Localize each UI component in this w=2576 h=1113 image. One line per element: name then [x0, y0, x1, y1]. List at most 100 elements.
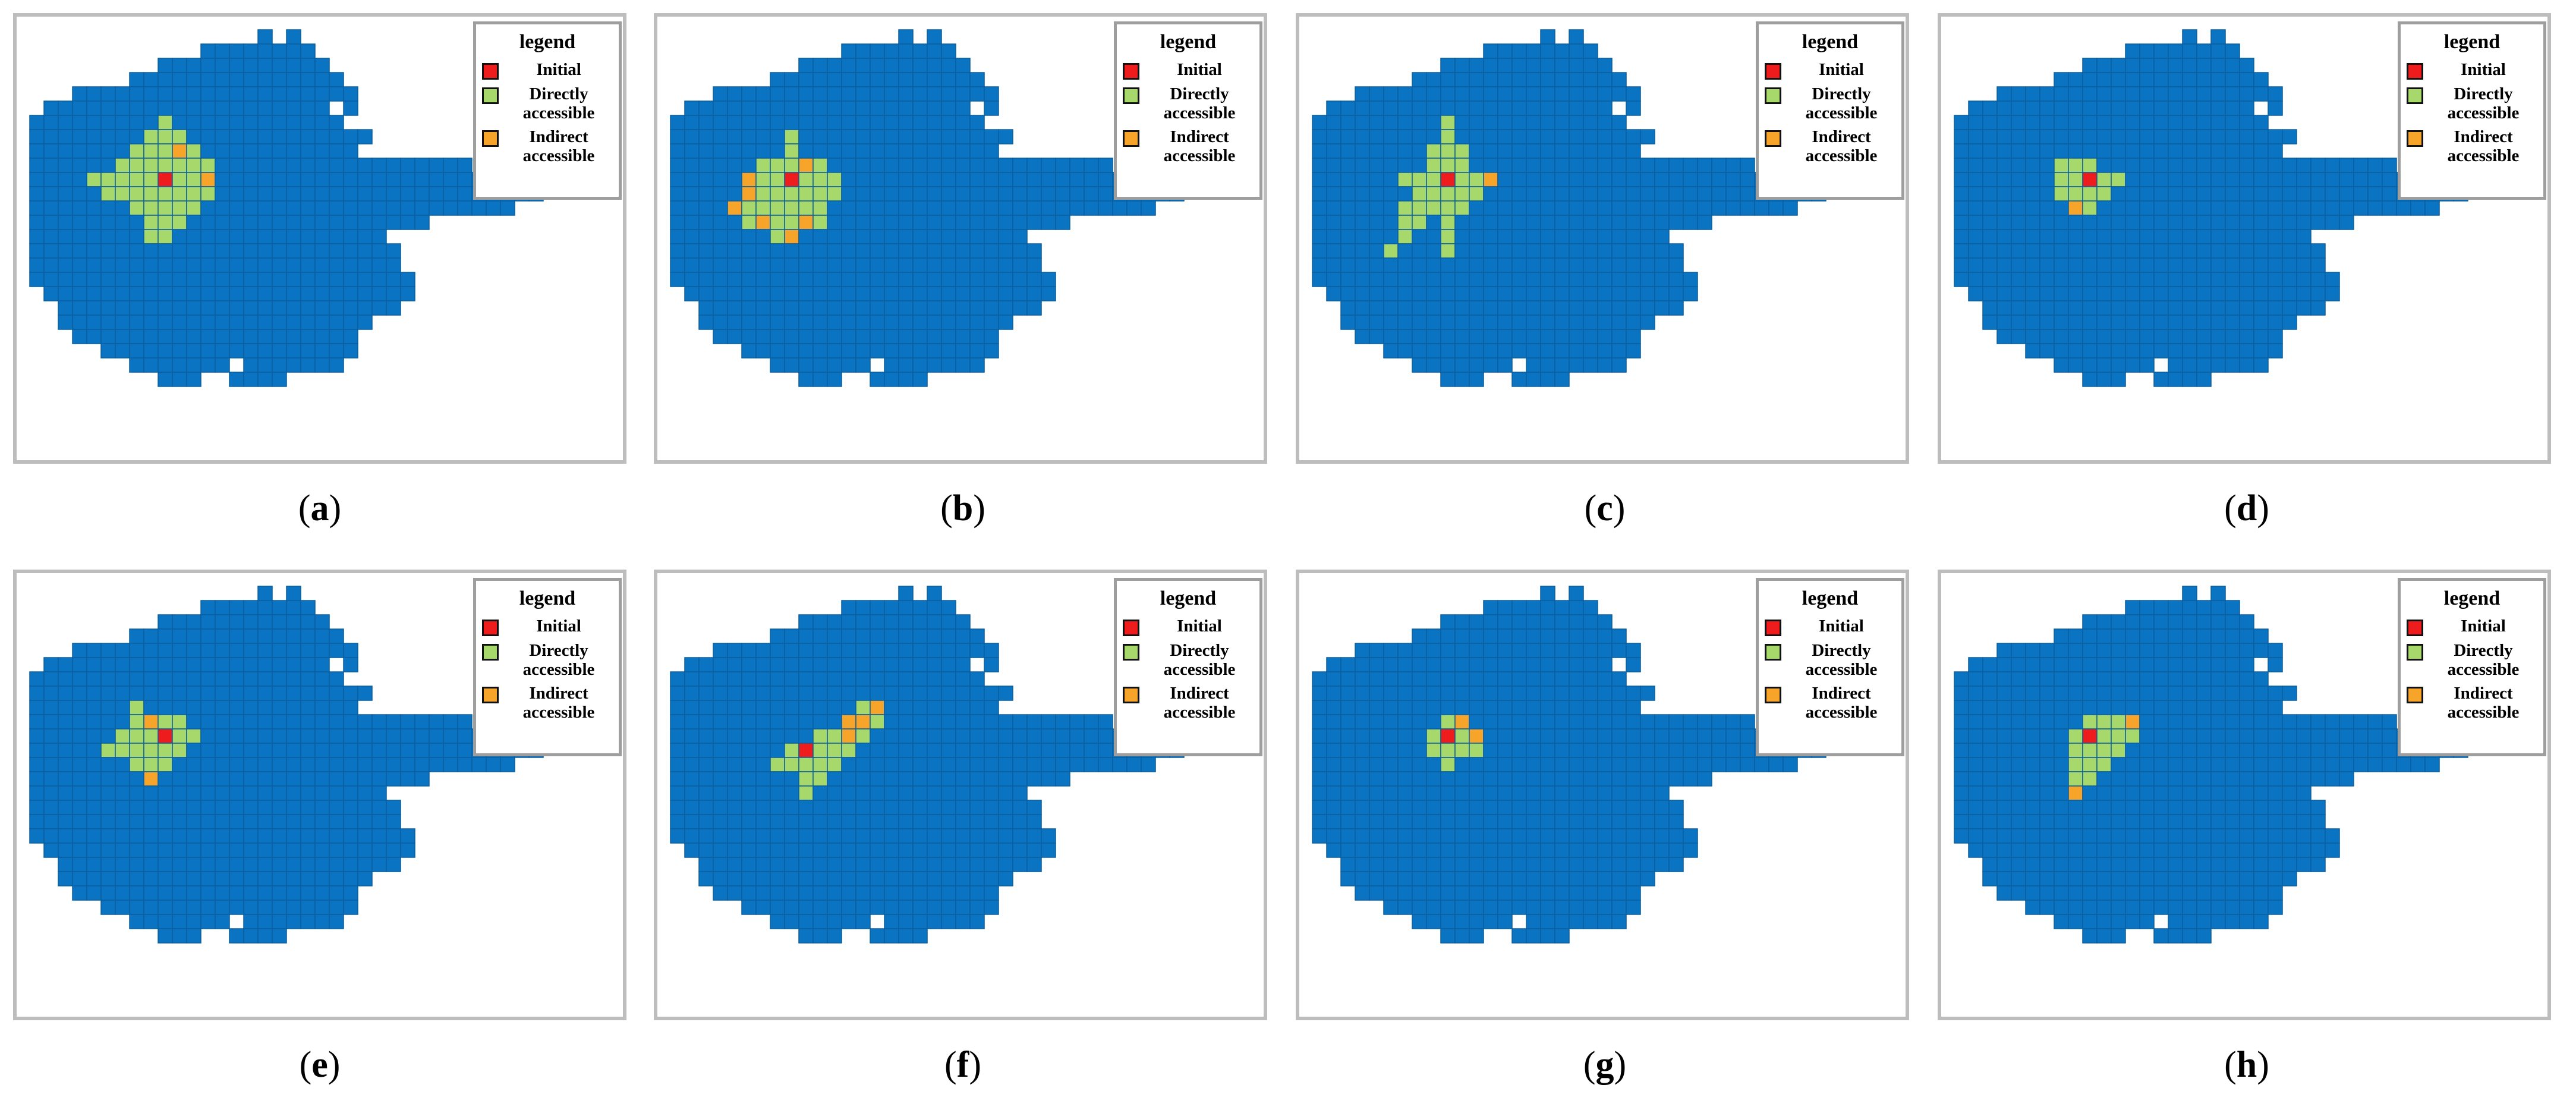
region-cell	[129, 800, 144, 815]
region-cell	[1454, 643, 1470, 658]
region-cell	[1012, 172, 1028, 187]
region-cell	[2268, 158, 2283, 173]
region-cell	[698, 743, 714, 758]
region-cell	[1583, 857, 1598, 872]
region-cell	[257, 286, 273, 301]
region-cell	[115, 86, 130, 102]
region-cell	[670, 743, 685, 758]
region-cell	[955, 643, 971, 658]
region-cell	[343, 743, 358, 758]
region-cell	[813, 343, 828, 359]
region-cell	[1982, 158, 1998, 173]
region-cell	[1640, 257, 1655, 273]
region-cell	[129, 286, 144, 301]
region-cell	[286, 357, 301, 373]
region-cell	[1626, 343, 1641, 359]
region-cell	[2139, 914, 2155, 929]
direct-accessible-cell	[2068, 186, 2083, 202]
region-cell	[200, 100, 216, 116]
direct-accessible-cell	[770, 172, 785, 187]
region-cell	[2139, 757, 2155, 772]
region-cell	[300, 286, 316, 301]
region-cell	[1497, 257, 1513, 273]
region-cell	[941, 329, 956, 344]
region-cell	[998, 828, 1013, 844]
region-cell	[1654, 743, 1670, 758]
region-cell	[2054, 800, 2069, 815]
region-cell	[1469, 343, 1484, 359]
region-cell	[713, 115, 728, 130]
region-cell	[343, 885, 358, 901]
region-cell	[2153, 800, 2169, 815]
region-cell	[1440, 272, 1456, 287]
region-cell	[1583, 785, 1598, 801]
region-cell	[1355, 315, 1370, 330]
map-panel-c: legend Initial Directly accessible Indirect…	[1296, 13, 1909, 464]
region-cell	[229, 129, 244, 144]
region-cell	[2111, 900, 2126, 915]
region-cell	[813, 315, 828, 330]
region-cell	[2296, 215, 2312, 230]
region-cell	[2125, 286, 2140, 301]
region-cell	[314, 757, 330, 772]
region-cell	[2168, 129, 2183, 144]
region-cell	[2310, 200, 2326, 216]
region-cell	[1355, 215, 1370, 230]
region-cell	[43, 657, 59, 672]
region-cell	[1526, 172, 1541, 187]
region-cell	[2382, 158, 2397, 173]
region-cell	[2168, 243, 2183, 259]
region-cell	[2210, 200, 2226, 216]
region-cell	[2182, 229, 2197, 244]
region-cell	[1041, 215, 1056, 230]
region-cell	[2139, 257, 2155, 273]
region-cell	[2011, 686, 2026, 701]
region-cell	[2011, 215, 2026, 230]
region-cell	[2182, 800, 2197, 815]
region-cell	[1412, 800, 1427, 815]
direct-accessible-cell	[784, 158, 799, 173]
region-cell	[741, 842, 757, 858]
region-cell	[2025, 229, 2040, 244]
region-cell	[2253, 86, 2269, 102]
region-cell	[2125, 800, 2140, 815]
region-cell	[186, 315, 201, 330]
region-cell	[827, 286, 842, 301]
region-cell	[1469, 714, 1484, 730]
region-cell	[827, 842, 842, 858]
region-cell	[1725, 200, 1741, 216]
region-cell	[1626, 842, 1641, 858]
region-cell	[2239, 72, 2254, 87]
region-cell	[186, 900, 201, 915]
region-cell	[1583, 728, 1598, 744]
region-cell	[186, 871, 201, 886]
region-cell	[741, 828, 757, 844]
region-cell	[1383, 643, 1399, 658]
region-cell	[371, 828, 387, 844]
region-cell	[770, 86, 785, 102]
region-cell	[2125, 215, 2140, 230]
region-cell	[2096, 814, 2112, 829]
region-cell	[770, 286, 785, 301]
region-cell	[243, 257, 259, 273]
region-cell	[1426, 671, 1441, 687]
region-cell	[813, 372, 828, 387]
region-cell	[2182, 743, 2197, 758]
region-cell	[670, 200, 685, 216]
region-cell	[2196, 300, 2212, 316]
region-cell	[29, 129, 45, 144]
region-cell	[243, 928, 259, 944]
region-cell	[2011, 714, 2026, 730]
region-cell	[827, 115, 842, 130]
region-cell	[727, 671, 742, 687]
region-cell	[1583, 814, 1598, 829]
region-cell	[371, 243, 387, 259]
region-cell	[1626, 900, 1641, 915]
region-cell	[1397, 743, 1413, 758]
region-cell	[927, 29, 942, 45]
region-cell	[215, 871, 230, 886]
region-cell	[1626, 871, 1641, 886]
region-cell	[1483, 115, 1498, 130]
region-cell	[115, 828, 130, 844]
region-cell	[684, 158, 700, 173]
